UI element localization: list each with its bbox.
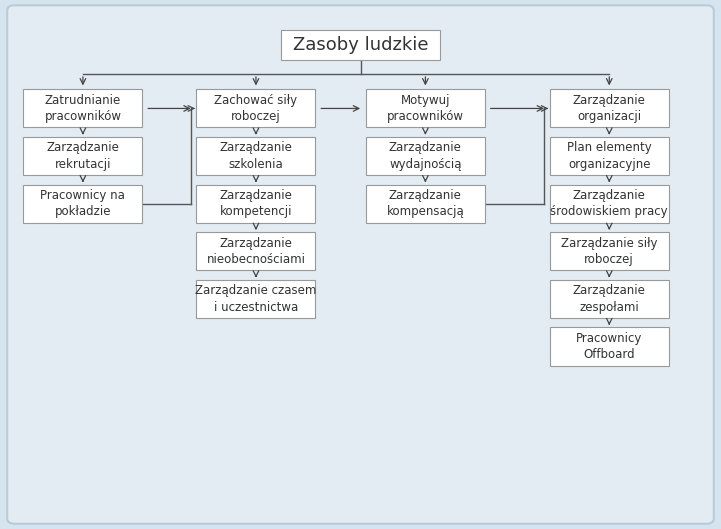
- FancyBboxPatch shape: [196, 232, 316, 270]
- FancyBboxPatch shape: [549, 232, 669, 270]
- FancyBboxPatch shape: [549, 137, 669, 175]
- FancyBboxPatch shape: [196, 185, 316, 223]
- Text: Pracownicy na
pokładzie: Pracownicy na pokładzie: [40, 189, 125, 218]
- Text: Zarządzanie
szkolenia: Zarządzanie szkolenia: [219, 141, 293, 171]
- Text: Zarządzanie
środowiskiem pracy: Zarządzanie środowiskiem pracy: [550, 189, 668, 218]
- Text: Zarządzanie
wydajnością: Zarządzanie wydajnością: [389, 141, 462, 171]
- Text: Zarządzanie
nieobecnościami: Zarządzanie nieobecnościami: [206, 236, 306, 266]
- FancyBboxPatch shape: [366, 185, 485, 223]
- Text: Zarządzanie siły
roboczej: Zarządzanie siły roboczej: [561, 236, 658, 266]
- Text: Zarządzanie
rekrutacji: Zarządzanie rekrutacji: [46, 141, 120, 171]
- FancyBboxPatch shape: [196, 89, 316, 127]
- FancyBboxPatch shape: [23, 185, 143, 223]
- FancyBboxPatch shape: [366, 137, 485, 175]
- Text: Zarządzanie
zespołami: Zarządzanie zespołami: [572, 284, 646, 314]
- FancyBboxPatch shape: [23, 137, 143, 175]
- Text: Motywuj
pracowników: Motywuj pracowników: [387, 94, 464, 123]
- FancyBboxPatch shape: [23, 89, 143, 127]
- FancyBboxPatch shape: [7, 5, 714, 524]
- FancyBboxPatch shape: [366, 89, 485, 127]
- Text: Zatrudnianie
pracowników: Zatrudnianie pracowników: [45, 94, 121, 123]
- Text: Zarządzanie
kompetencji: Zarządzanie kompetencji: [219, 189, 293, 218]
- FancyBboxPatch shape: [549, 89, 669, 127]
- Text: Plan elementy
organizacyjne: Plan elementy organizacyjne: [567, 141, 652, 171]
- Text: Zarządzanie
organizacji: Zarządzanie organizacji: [572, 94, 646, 123]
- Text: Zarządzanie
kompensacją: Zarządzanie kompensacją: [386, 189, 464, 218]
- Text: Pracownicy
Offboard: Pracownicy Offboard: [576, 332, 642, 361]
- FancyBboxPatch shape: [196, 280, 316, 318]
- FancyBboxPatch shape: [549, 185, 669, 223]
- FancyBboxPatch shape: [281, 30, 440, 59]
- Text: Zarządzanie czasem
i uczestnictwa: Zarządzanie czasem i uczestnictwa: [195, 284, 317, 314]
- FancyBboxPatch shape: [549, 280, 669, 318]
- Text: Zasoby ludzkie: Zasoby ludzkie: [293, 36, 428, 54]
- FancyBboxPatch shape: [549, 327, 669, 366]
- Text: Zachować siły
roboczej: Zachować siły roboczej: [214, 94, 298, 123]
- FancyBboxPatch shape: [196, 137, 316, 175]
